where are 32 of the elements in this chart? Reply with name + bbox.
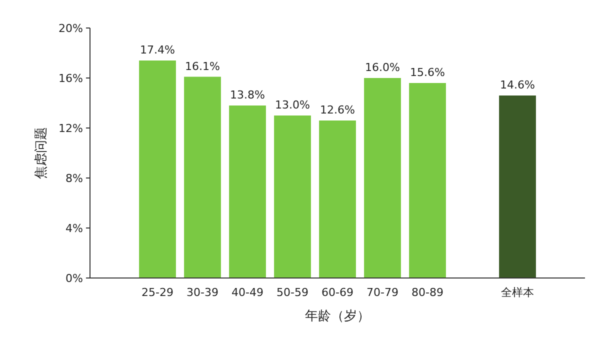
data-label: 13.8% <box>230 88 265 102</box>
bar <box>499 96 536 278</box>
bar <box>409 83 446 278</box>
data-label: 17.4% <box>140 44 175 56</box>
y-axis-title: 焦虑问题 <box>34 127 49 179</box>
x-tick-label: 60-69 <box>322 286 354 299</box>
x-tick-label: 全样本 <box>501 286 534 299</box>
y-tick-label: 16% <box>58 72 83 85</box>
data-label: 16.0% <box>365 61 400 74</box>
x-tick-label: 70-79 <box>366 286 398 299</box>
y-tick-label: 0% <box>66 272 83 285</box>
data-label: 13.0% <box>275 98 310 112</box>
x-tick-label: 80-89 <box>412 286 444 299</box>
y-tick-label: 20% <box>58 22 83 35</box>
x-tick-label: 30-39 <box>186 286 218 299</box>
x-tick-label: 25-29 <box>142 286 174 299</box>
x-tick-label: 40-49 <box>232 286 264 299</box>
y-tick-label: 8% <box>66 172 83 185</box>
bar <box>229 106 266 278</box>
data-label: 14.6% <box>500 78 535 92</box>
bar <box>184 76 221 278</box>
data-label: 12.6% <box>320 104 355 116</box>
x-axis-title: 年龄（岁） <box>305 309 370 324</box>
bar <box>274 116 311 278</box>
data-label: 15.6% <box>410 66 445 79</box>
bar <box>364 78 401 278</box>
x-tick-label: 50-59 <box>276 286 308 299</box>
y-tick-label: 12% <box>58 122 83 135</box>
bar <box>139 60 176 278</box>
data-label: 16.1% <box>185 60 220 73</box>
y-tick-label: 4% <box>66 222 83 235</box>
bar <box>319 120 356 278</box>
